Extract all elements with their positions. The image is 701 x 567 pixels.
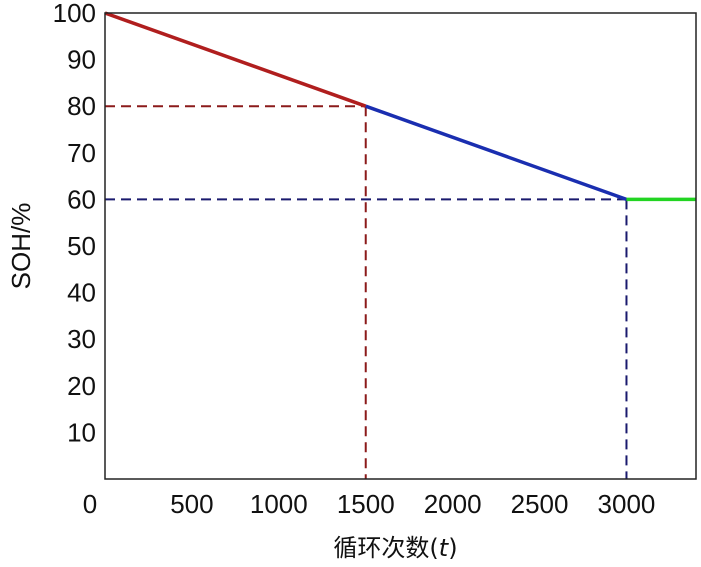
- x-tick-label: 2000: [424, 489, 482, 519]
- y-tick-label: 80: [67, 91, 96, 121]
- y-tick-label: 20: [67, 371, 96, 401]
- y-tick-label: 100: [53, 0, 96, 28]
- x-tick-labels: 0 500 1000 1500 2000 2500 3000: [83, 489, 656, 519]
- plot-frame: [104, 12, 697, 480]
- series-line-0: [104, 11, 367, 108]
- y-tick-labels: 10 20 30 40 50 60 70 80 90 100: [53, 0, 96, 447]
- y-axis-label: SOH/%: [6, 203, 36, 290]
- x-axis-label: 循环次数(t): [333, 534, 457, 562]
- reference-lines: [105, 105, 628, 479]
- y-tick-label: 90: [67, 45, 96, 75]
- y-tick-label: 10: [67, 417, 96, 447]
- x-tick-label: 2500: [511, 489, 569, 519]
- x-tick-label: 3000: [598, 489, 656, 519]
- y-tick-label: 60: [67, 184, 96, 214]
- y-tick-label: 50: [67, 231, 96, 261]
- y-tick-label: 70: [67, 138, 96, 168]
- data-series: [104, 11, 696, 202]
- y-tick-label: 30: [67, 324, 96, 354]
- x-tick-label: 0: [83, 489, 97, 519]
- x-tick-label: 1000: [250, 489, 308, 519]
- series-line-1: [365, 104, 628, 202]
- y-tick-label: 40: [67, 278, 96, 308]
- x-tick-label: 500: [170, 489, 213, 519]
- x-tick-label: 1500: [337, 489, 395, 519]
